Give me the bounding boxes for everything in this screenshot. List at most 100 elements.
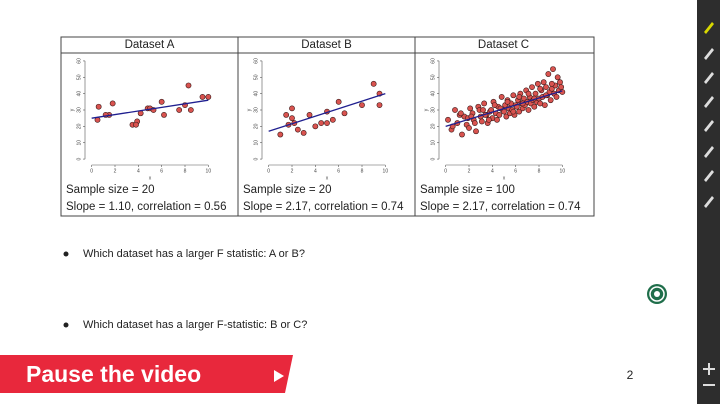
fit-line	[91, 99, 209, 119]
point	[531, 103, 538, 110]
point	[532, 90, 539, 97]
x-tick-label: 6	[337, 168, 340, 174]
x-tick-label: 10	[206, 168, 212, 174]
x-tick-label: 0	[90, 168, 93, 174]
x-tick-label: 10	[383, 168, 389, 174]
point	[294, 126, 301, 133]
y-tick-label: 30	[430, 107, 436, 113]
bullet-dot	[63, 251, 69, 257]
x-tick-label: 2	[291, 168, 294, 174]
point	[545, 71, 552, 77]
point	[525, 90, 532, 97]
point	[283, 112, 290, 118]
x-tick-label: 8	[184, 168, 187, 174]
y-tick-label: 20	[430, 123, 436, 129]
sidebar	[697, 0, 720, 404]
point	[496, 112, 503, 118]
point	[481, 100, 488, 107]
x-tick-label: 0	[267, 168, 270, 174]
point	[554, 74, 561, 81]
banner: Pause the video	[0, 355, 293, 393]
point	[473, 128, 479, 135]
y-tick-label: 50	[253, 74, 259, 80]
y-axis-label: y	[69, 108, 75, 111]
point	[277, 131, 284, 138]
point	[510, 108, 517, 115]
x-tick-label: 4	[137, 168, 140, 174]
x-tick-label: 4	[491, 168, 494, 174]
point	[529, 84, 535, 90]
point	[541, 102, 548, 108]
y-tick-label: 0	[430, 157, 436, 160]
point	[478, 118, 485, 125]
nav-button[interactable]	[647, 284, 667, 304]
x-tick-label: 4	[314, 168, 317, 174]
chart-title: Dataset C	[478, 39, 529, 51]
point	[480, 107, 486, 113]
table-border	[60, 36, 595, 217]
y-tick-label: 30	[253, 107, 259, 113]
point	[445, 116, 451, 123]
point	[550, 66, 556, 73]
point	[452, 107, 458, 113]
point	[503, 113, 510, 120]
point	[558, 84, 565, 90]
y-tick-label: 20	[76, 123, 82, 129]
point	[525, 107, 532, 113]
bullet-text: Which dataset has a larger F-statistic: …	[83, 319, 307, 331]
point	[543, 84, 549, 90]
point	[498, 94, 505, 100]
point	[510, 92, 517, 99]
y-tick-label: 60	[253, 58, 259, 64]
point	[187, 107, 194, 113]
point	[324, 120, 330, 126]
y-tick-label: 0	[253, 157, 259, 160]
banner-text: Pause the video	[26, 361, 201, 387]
y-tick-label: 10	[430, 140, 436, 146]
point	[335, 98, 342, 105]
point	[158, 98, 165, 105]
point	[289, 115, 295, 122]
point	[467, 105, 474, 112]
y-tick-label: 10	[253, 140, 259, 146]
point	[185, 82, 192, 89]
x-tick-label: 8	[361, 168, 364, 174]
point	[312, 123, 319, 130]
point	[95, 103, 102, 110]
point	[548, 80, 555, 87]
y-tick-label: 50	[76, 74, 82, 80]
y-tick-label: 30	[76, 107, 82, 113]
point	[516, 108, 523, 115]
y-tick-label: 20	[253, 123, 259, 129]
y-tick-label: 60	[76, 58, 82, 64]
x-axis-label: x	[326, 175, 329, 181]
point	[289, 105, 295, 112]
stat-note: Sample size = 20	[66, 184, 155, 196]
point	[300, 130, 307, 136]
x-tick-label: 2	[468, 168, 471, 174]
y-tick-label: 40	[430, 91, 436, 97]
y-axis-label: y	[246, 108, 252, 111]
x-axis-label: x	[503, 175, 506, 181]
y-tick-label: 0	[76, 157, 82, 160]
point	[466, 125, 472, 131]
x-axis-label: x	[149, 175, 152, 181]
y-tick-label: 40	[253, 91, 259, 97]
y-tick-label: 10	[76, 140, 82, 146]
point	[540, 79, 547, 86]
point	[199, 94, 206, 100]
stat-note: Slope = 2.17, correlation = 0.74	[420, 201, 581, 213]
point	[504, 98, 511, 105]
point	[376, 102, 383, 108]
point	[494, 116, 500, 123]
point	[471, 120, 478, 126]
y-tick-label: 40	[76, 91, 82, 97]
point	[485, 116, 492, 123]
point	[318, 120, 325, 126]
x-tick-label: 2	[114, 168, 117, 174]
point	[457, 110, 464, 117]
page-number: 2	[627, 368, 634, 382]
point	[205, 94, 212, 100]
